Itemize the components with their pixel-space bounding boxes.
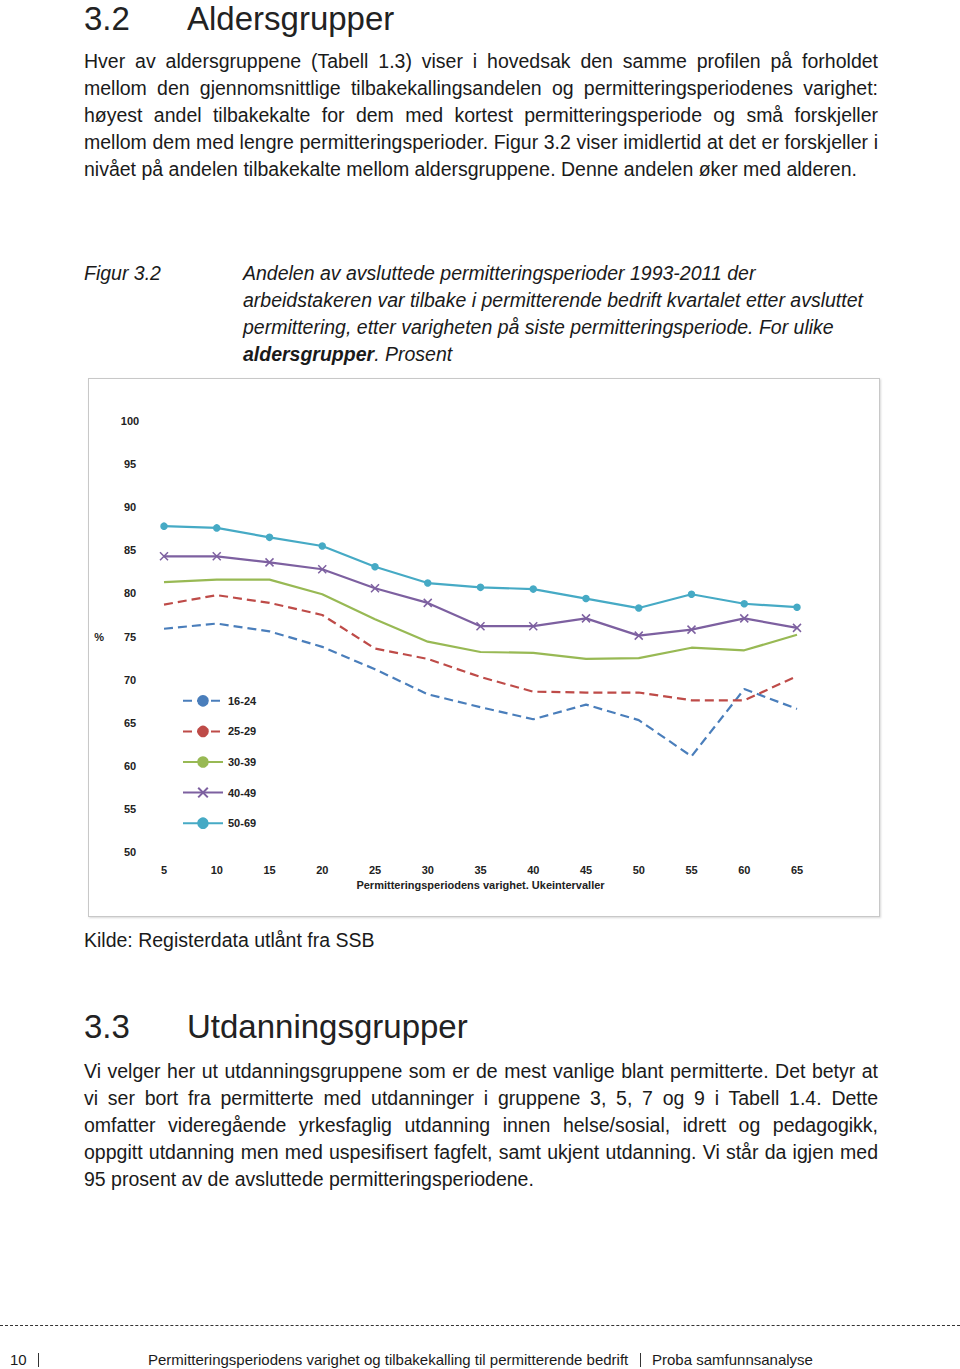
html-text:Utdanningsgrupper: Utdanningsgrupper — [187, 1008, 468, 1045]
html-text:3.2: 3.2 — [84, 0, 130, 37]
svg-text:%: % — [94, 631, 104, 643]
svg-text:35: 35 — [474, 864, 486, 876]
html-text:3.3: 3.3 — [84, 1008, 130, 1045]
svg-text:75: 75 — [124, 631, 136, 643]
html-text:10: 10 — [10, 1351, 27, 1368]
html-text:Vi velger her ut utdanningsgru: Vi velger her ut utdanningsgruppene som … — [84, 1060, 878, 1190]
svg-text:30-39: 30-39 — [228, 756, 256, 768]
html-text:Andelen av avsluttede permitte: Andelen av avsluttede permitteringsperio… — [243, 262, 863, 338]
svg-text:70: 70 — [124, 674, 136, 686]
html-text:aldersgrupper. Prosent: aldersgrupper. Prosent — [243, 343, 453, 365]
svg-text:85: 85 — [124, 544, 136, 556]
svg-text:Permitteringsperiodens varighe: Permitteringsperiodens varighet. Ukeinte… — [356, 879, 605, 891]
svg-text:40-49: 40-49 — [228, 787, 256, 799]
svg-text:50: 50 — [633, 864, 645, 876]
svg-text:95: 95 — [124, 458, 136, 470]
svg-text:90: 90 — [124, 501, 136, 513]
svg-text:5: 5 — [161, 864, 167, 876]
svg-text:65: 65 — [791, 864, 803, 876]
svg-text:16-24: 16-24 — [228, 695, 257, 707]
svg-text:60: 60 — [124, 760, 136, 772]
svg-text:45: 45 — [580, 864, 592, 876]
svg-text:50-69: 50-69 — [228, 817, 256, 829]
svg-text:65: 65 — [124, 717, 136, 729]
svg-text:15: 15 — [263, 864, 275, 876]
html-text:Proba samfunnsanalyse: Proba samfunnsanalyse — [652, 1351, 813, 1368]
html-text:Figur 3.2: Figur 3.2 — [84, 262, 161, 284]
svg-text:50: 50 — [124, 846, 136, 858]
svg-text:10: 10 — [211, 864, 223, 876]
html-text:Kilde: Registerdata utlånt fra: Kilde: Registerdata utlånt fra SSB — [84, 929, 375, 951]
svg-text:25: 25 — [369, 864, 381, 876]
svg-text:60: 60 — [738, 864, 750, 876]
svg-text:55: 55 — [124, 803, 136, 815]
svg-text:40: 40 — [527, 864, 539, 876]
svg-text:30: 30 — [422, 864, 434, 876]
svg-text:100: 100 — [121, 415, 139, 427]
html-text:Hver av aldersgruppene (Tabell: Hver av aldersgruppene (Tabell 1.3) vise… — [84, 50, 878, 180]
svg-text:25-29: 25-29 — [228, 725, 256, 737]
html-text:Permitteringsperiodens varighe: Permitteringsperiodens varighet og tilba… — [148, 1351, 629, 1368]
html-text:Aldersgrupper: Aldersgrupper — [187, 0, 395, 37]
svg-text:20: 20 — [316, 864, 328, 876]
svg-text:80: 80 — [124, 587, 136, 599]
svg-text:55: 55 — [685, 864, 697, 876]
